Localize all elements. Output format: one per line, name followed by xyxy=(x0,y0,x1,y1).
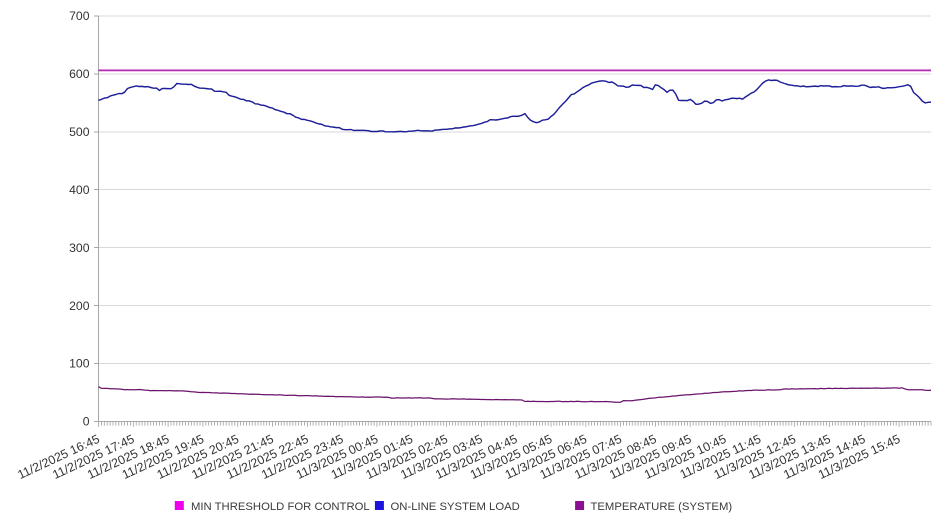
svg-text:500: 500 xyxy=(69,125,90,139)
svg-text:200: 200 xyxy=(69,299,90,313)
svg-text:400: 400 xyxy=(69,183,90,197)
svg-text:100: 100 xyxy=(69,357,90,371)
svg-text:600: 600 xyxy=(69,67,90,81)
svg-text:0: 0 xyxy=(83,415,90,429)
svg-text:TEMPERATURE (SYSTEM): TEMPERATURE (SYSTEM) xyxy=(591,501,733,513)
svg-text:ON-LINE SYSTEM LOAD: ON-LINE SYSTEM LOAD xyxy=(391,501,520,513)
svg-text:MIN THRESHOLD FOR CONTROL: MIN THRESHOLD FOR CONTROL xyxy=(191,501,370,513)
svg-text:700: 700 xyxy=(69,9,90,23)
svg-text:300: 300 xyxy=(69,241,90,255)
